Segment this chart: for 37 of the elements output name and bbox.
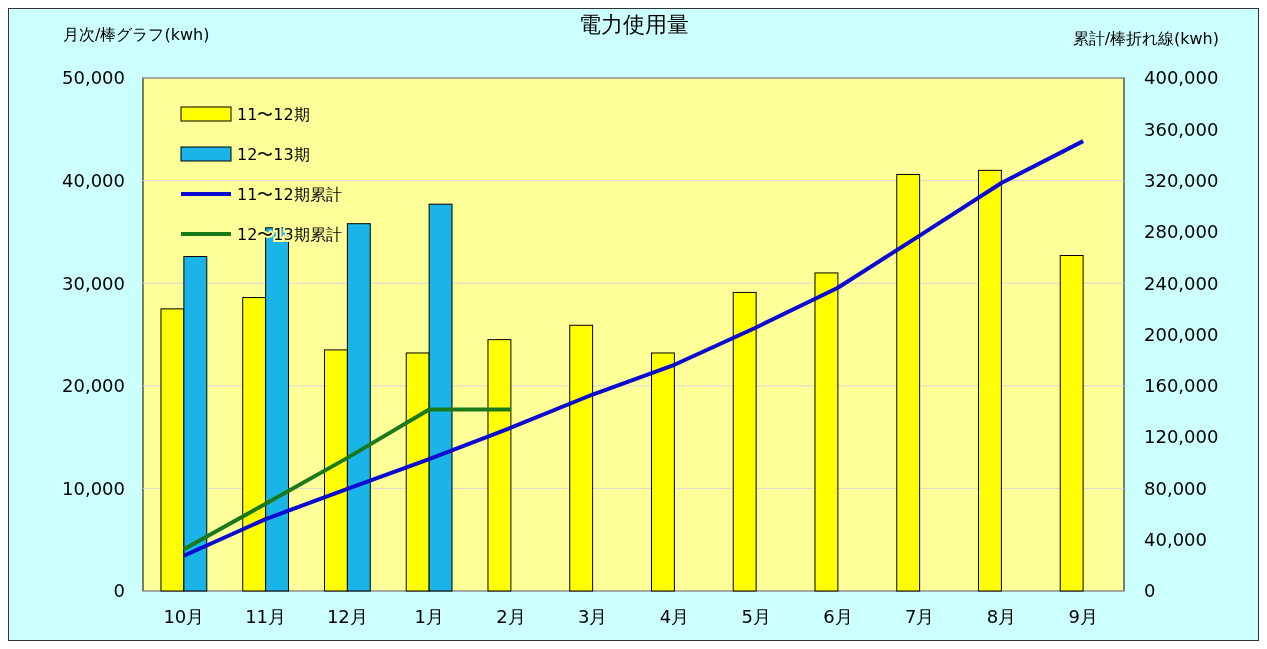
y-axis-title: 月次/棒グラフ(kwh) (63, 25, 210, 44)
y2-tick-label: 80,000 (1144, 477, 1207, 499)
y2-tick-label: 160,000 (1144, 375, 1219, 397)
legend-label: 11〜12期 (237, 104, 310, 124)
x-tick-label: 12月 (326, 606, 368, 627)
y-tick-label: 10,000 (62, 477, 125, 499)
x-tick-label: 5月 (741, 606, 771, 627)
y-tick-label: 50,000 (62, 67, 125, 89)
x-tick-label: 2月 (496, 606, 526, 627)
y-tick-label: 0 (113, 580, 125, 602)
chart-title: 電力使用量 (578, 12, 689, 37)
y2-tick-label: 0 (1144, 580, 1156, 602)
x-tick-label: 11月 (245, 606, 287, 627)
x-tick-label: 3月 (577, 606, 608, 627)
x-tick-label: 10月 (163, 606, 205, 627)
y-tick-label: 40,000 (62, 169, 125, 191)
legend-label: 11〜12期累計 (237, 184, 342, 204)
y2-axis-title: 累計/棒折れ線(kwh) (1072, 29, 1219, 48)
y2-tick-label: 200,000 (1144, 323, 1219, 345)
y2-tick-label: 400,000 (1144, 67, 1219, 89)
x-tick-label: 7月 (904, 606, 935, 627)
y2-tick-label: 360,000 (1144, 118, 1219, 140)
line-series (181, 407, 513, 552)
line-series (181, 139, 1086, 558)
x-tick-label: 1月 (414, 606, 444, 627)
legend-label: 12〜13期 (237, 144, 310, 164)
x-tick-label: 8月 (986, 606, 1017, 627)
y2-tick-label: 320,000 (1144, 169, 1219, 191)
y-tick-label: 20,000 (62, 375, 125, 397)
y-tick-label: 30,000 (62, 272, 125, 294)
x-tick-label: 6月 (823, 606, 853, 627)
y2-tick-label: 40,000 (1144, 529, 1207, 550)
y2-tick-label: 240,000 (1144, 272, 1219, 294)
x-tick-label: 4月 (659, 606, 690, 627)
y2-tick-label: 120,000 (1144, 426, 1219, 448)
y2-tick-label: 280,000 (1144, 221, 1219, 243)
x-tick-label: 9月 (1068, 606, 1098, 627)
